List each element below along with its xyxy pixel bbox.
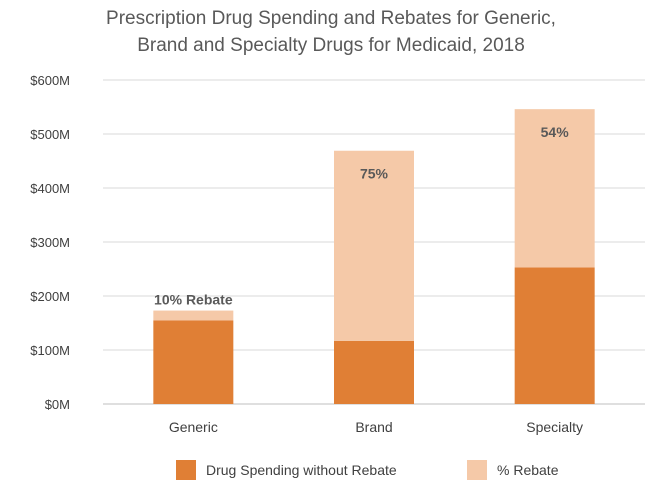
y-tick-label: $400M — [30, 181, 70, 196]
legend-swatch-series-2 — [467, 460, 487, 480]
data-label-specialty: 54% — [541, 124, 570, 140]
bar-specialty-series-1 — [514, 267, 595, 404]
legend: Drug Spending without Rebate % Rebate — [176, 460, 559, 480]
y-tick-label: $500M — [30, 127, 70, 142]
bar-brand-series-2 — [334, 150, 414, 341]
y-tick-label: $600M — [30, 73, 70, 88]
y-tick-label: $100M — [30, 343, 70, 358]
data-label-brand: 75% — [360, 166, 389, 182]
data-labels: 10% Rebate 75% 54% — [154, 124, 569, 307]
legend-label-series-1: Drug Spending without Rebate — [206, 462, 397, 478]
bars — [153, 109, 595, 404]
x-tick-label-specialty: Specialty — [526, 419, 583, 435]
bar-generic-series-1 — [153, 320, 234, 404]
y-tick-label: $200M — [30, 289, 70, 304]
data-label-generic: 10% Rebate — [154, 292, 233, 308]
y-axis-ticks: $0M $100M $200M $300M $400M $500M $600M — [30, 73, 70, 412]
y-tick-label: $0M — [45, 397, 70, 412]
x-tick-label-brand: Brand — [355, 419, 392, 435]
legend-swatch-series-1 — [176, 460, 196, 480]
bar-specialty-series-2 — [514, 109, 595, 268]
chart-title-line-1: Prescription Drug Spending and Rebates f… — [106, 8, 556, 29]
legend-label-series-2: % Rebate — [497, 462, 559, 478]
chart-title-line-2: Brand and Specialty Drugs for Medicaid, … — [137, 35, 525, 56]
x-axis-ticks: Generic Brand Specialty — [169, 419, 583, 435]
bar-generic-series-2 — [153, 310, 234, 321]
bar-brand-series-1 — [334, 340, 414, 404]
y-tick-label: $300M — [30, 235, 70, 250]
x-tick-label-generic: Generic — [169, 419, 218, 435]
